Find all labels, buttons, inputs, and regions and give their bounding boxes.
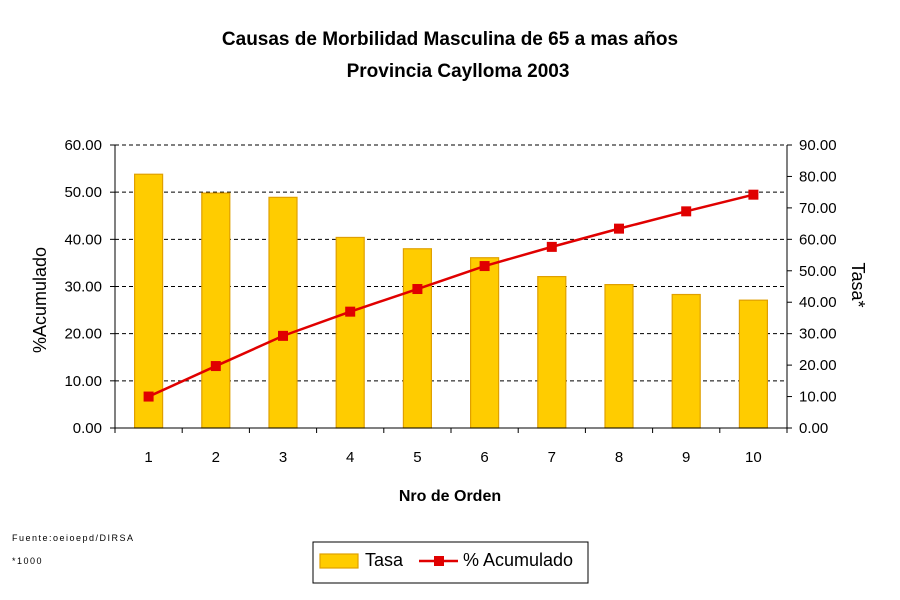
point-acumulado-5 xyxy=(412,284,423,295)
y-right-tick-label: 70.00 xyxy=(799,200,837,217)
x-tick-label: 2 xyxy=(212,449,220,466)
legend-swatch-tasa xyxy=(319,553,359,569)
y-left-tick-label: 50.00 xyxy=(64,184,102,201)
y-right-tick-label: 50.00 xyxy=(799,263,837,280)
legend: Tasa % Acumulado xyxy=(312,541,589,584)
legend-box xyxy=(312,541,589,584)
x-tick-label: 3 xyxy=(279,449,287,466)
y-right-tick-label: 30.00 xyxy=(799,326,837,343)
y-right-tick-label: 0.00 xyxy=(799,420,828,437)
y-right-tick-label: 40.00 xyxy=(799,294,837,311)
x-tick-label: 1 xyxy=(144,449,152,466)
y-right-tick-label: 20.00 xyxy=(799,357,837,374)
x-tick-label: 7 xyxy=(548,449,556,466)
y-axis-right-title: Tasa* xyxy=(848,262,868,307)
chart-subtitle: Provincia Caylloma 2003 xyxy=(347,61,570,82)
legend-swatch-acumulado-marker xyxy=(434,556,444,566)
x-tick-label: 4 xyxy=(346,449,354,466)
x-axis-title: Nro de Orden xyxy=(399,488,501,505)
bar-tasa-10 xyxy=(738,299,769,429)
axes xyxy=(110,144,792,433)
y-right-tick-label: 10.00 xyxy=(799,389,837,406)
bar-tasa-2 xyxy=(201,192,231,429)
x-tick-label: 5 xyxy=(413,449,421,466)
y-right-tick-label: 60.00 xyxy=(799,231,837,248)
chart-title: Causas de Morbilidad Masculina de 65 a m… xyxy=(222,29,678,50)
legend-label-acumulado: % Acumulado xyxy=(463,550,573,570)
point-acumulado-6 xyxy=(479,261,490,272)
line-series xyxy=(143,189,759,402)
y-left-tick-label: 20.00 xyxy=(64,326,102,343)
point-acumulado-8 xyxy=(614,223,624,234)
bar-tasa-8 xyxy=(604,284,634,429)
y-right-tick-label: 90.00 xyxy=(799,137,837,154)
rate-note: *1000 xyxy=(12,556,43,566)
bar-tasa-7 xyxy=(537,275,567,429)
bar-tasa-5 xyxy=(402,248,432,429)
x-tick-label: 6 xyxy=(480,449,488,466)
y-left-tick-label: 40.00 xyxy=(64,231,102,248)
point-acumulado-2 xyxy=(210,361,221,372)
y-left-tick-label: 60.00 xyxy=(64,137,102,154)
x-tick-label: 10 xyxy=(745,449,762,466)
point-acumulado-7 xyxy=(546,241,557,252)
point-acumulado-3 xyxy=(278,330,288,341)
point-acumulado-4 xyxy=(345,306,356,317)
x-tick-label: 8 xyxy=(615,449,623,466)
y-left-tick-label: 0.00 xyxy=(73,420,102,437)
bar-tasa-6 xyxy=(470,257,500,429)
y-left-tick-label: 30.00 xyxy=(64,279,102,296)
y-left-tick-label: 10.00 xyxy=(64,373,102,390)
tick-labels: 0.00 10.00 20.00 30.00 40.00 50.00 60.00 0.00 10… xyxy=(64,137,836,466)
bar-tasa-3 xyxy=(268,196,298,429)
x-tick-label: 9 xyxy=(682,449,690,466)
point-acumulado-9 xyxy=(681,206,692,217)
bar-series xyxy=(134,173,769,429)
line-acumulado xyxy=(148,193,754,398)
point-acumulado-1 xyxy=(143,391,154,402)
bar-tasa-9 xyxy=(671,293,701,429)
source-note: Fuente:oeioepd/DIRSA xyxy=(12,533,135,543)
legend-label-tasa: Tasa xyxy=(365,550,404,570)
bar-tasa-4 xyxy=(335,236,365,429)
y-axis-left-title: %Acumulado xyxy=(30,247,50,353)
y-right-tick-label: 80.00 xyxy=(799,168,837,185)
bar-tasa-1 xyxy=(134,173,164,429)
point-acumulado-10 xyxy=(748,189,759,200)
